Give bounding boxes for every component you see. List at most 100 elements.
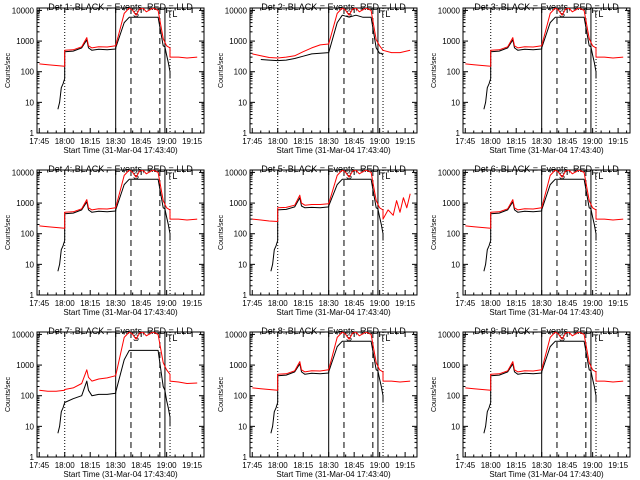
events-series-line xyxy=(483,16,597,110)
chart-panel: Det 3: BLACK = Events, RED = LLD 1 10 100 10… xyxy=(431,2,631,155)
y-tick-label: 10 xyxy=(238,260,247,269)
chart-title: Det 6: BLACK = Events, RED = LLD xyxy=(474,164,619,174)
x-tick-label: 19:00 xyxy=(583,461,604,470)
y-tick-label: 10 xyxy=(238,422,247,431)
y-axis-label: Counts/sec xyxy=(218,376,225,412)
y-axis-label: Counts/sec xyxy=(431,214,438,250)
series-group xyxy=(465,332,624,434)
x-tick-label: 18:00 xyxy=(268,299,289,308)
series-group xyxy=(465,8,624,110)
y-tick-label: 10000 xyxy=(438,168,461,177)
events-series-line xyxy=(57,178,171,272)
y-tick-label: 10 xyxy=(238,98,247,107)
y-tick-label: 10 xyxy=(25,98,34,107)
x-tick-label: 18:15 xyxy=(506,299,527,308)
y-tick-label: 10000 xyxy=(225,330,248,339)
plot-frame xyxy=(36,169,205,296)
x-tick-label: 19:00 xyxy=(370,299,391,308)
x-tick-label: 18:45 xyxy=(131,461,152,470)
marker-label: TL xyxy=(167,171,178,181)
y-tick-label: 100 xyxy=(21,68,35,77)
x-tick-label: 17:45 xyxy=(455,299,476,308)
x-axis-label: Start Time (31-Mar-04 17:43:40) xyxy=(489,146,604,155)
marker-label: S xyxy=(559,171,565,181)
x-tick-label: 17:45 xyxy=(455,461,476,470)
y-tick-label: 100 xyxy=(447,392,461,401)
x-tick-label: 19:15 xyxy=(608,299,629,308)
y-tick-label: 10000 xyxy=(438,330,461,339)
x-tick-label: 18:00 xyxy=(481,299,502,308)
x-axis-label: Start Time (31-Mar-04 17:43:40) xyxy=(489,308,604,317)
x-tick-label: 18:45 xyxy=(344,137,365,146)
marker-label: TL xyxy=(380,9,391,19)
chart-title: Det 7: BLACK = Events, RED = LLD xyxy=(48,326,193,336)
y-tick-label: 1000 xyxy=(229,37,247,46)
plot-frame xyxy=(249,7,418,134)
y-tick-label: 10000 xyxy=(225,168,248,177)
plot-frame xyxy=(462,7,631,134)
marker-label: TL xyxy=(167,9,178,19)
x-tick-label: 19:15 xyxy=(395,137,416,146)
x-tick-label: 19:15 xyxy=(182,299,203,308)
series-group xyxy=(252,8,411,62)
chart-panel: Det 4: BLACK = Events, RED = LLD 1 10 100 10… xyxy=(5,164,205,317)
x-axis-label: Start Time (31-Mar-04 17:43:40) xyxy=(63,146,178,155)
chart-title: Det 3: BLACK = Events, RED = LLD xyxy=(474,2,619,12)
y-tick-label: 1 xyxy=(243,453,248,462)
x-tick-label: 18:15 xyxy=(506,461,527,470)
x-axis-label: Start Time (31-Mar-04 17:43:40) xyxy=(276,470,391,479)
y-tick-label: 1 xyxy=(243,129,248,138)
x-tick-label: 17:45 xyxy=(242,299,263,308)
plot-frame xyxy=(462,331,631,458)
y-tick-label: 1000 xyxy=(229,199,247,208)
plot-frame xyxy=(36,331,205,458)
x-tick-label: 18:00 xyxy=(268,461,289,470)
x-tick-label: 18:45 xyxy=(557,461,578,470)
x-tick-label: 17:45 xyxy=(455,137,476,146)
events-series-line xyxy=(270,178,384,272)
y-tick-label: 10000 xyxy=(225,6,248,15)
x-tick-label: 19:15 xyxy=(608,461,629,470)
x-tick-label: 19:00 xyxy=(583,299,604,308)
x-tick-label: 19:15 xyxy=(182,461,203,470)
y-axis-label: Counts/sec xyxy=(431,376,438,412)
y-tick-label: 1000 xyxy=(442,199,460,208)
marker-label: TL xyxy=(593,333,604,343)
lld-series-line xyxy=(252,8,411,59)
series-group xyxy=(252,170,411,272)
x-tick-label: 19:15 xyxy=(608,137,629,146)
x-tick-label: 18:15 xyxy=(293,299,314,308)
marker-label: S xyxy=(346,171,352,181)
y-axis-label: Counts/sec xyxy=(5,52,12,88)
y-axis-label: Counts/sec xyxy=(218,214,225,250)
plot-frame xyxy=(36,7,205,134)
y-tick-label: 1000 xyxy=(16,199,34,208)
chart-panel: Det 7: BLACK = Events, RED = LLD 1 10 100 10… xyxy=(5,326,205,479)
lld-series-line xyxy=(465,8,624,67)
y-tick-label: 100 xyxy=(21,230,35,239)
plot-frame xyxy=(249,169,418,296)
lld-series-line xyxy=(465,170,624,229)
x-tick-label: 18:15 xyxy=(293,461,314,470)
y-tick-label: 1 xyxy=(243,291,248,300)
x-tick-label: 18:30 xyxy=(106,461,127,470)
x-tick-label: 19:00 xyxy=(157,137,178,146)
events-series-line xyxy=(270,340,384,434)
events-series-line xyxy=(483,340,597,434)
y-tick-label: 1 xyxy=(30,453,35,462)
x-tick-label: 18:00 xyxy=(481,461,502,470)
series-group xyxy=(252,332,411,434)
chart-title: Det 4: BLACK = Events, RED = LLD xyxy=(48,164,193,174)
series-group xyxy=(465,170,624,272)
y-tick-label: 1 xyxy=(30,291,35,300)
marker-label: TL xyxy=(380,171,391,181)
y-tick-label: 10000 xyxy=(12,168,35,177)
y-axis-label: Counts/sec xyxy=(218,52,225,88)
y-tick-label: 1000 xyxy=(442,361,460,370)
y-tick-label: 100 xyxy=(447,68,461,77)
chart-title: Det 5: BLACK = Events, RED = LLD xyxy=(261,164,406,174)
events-series-line xyxy=(260,14,384,62)
y-tick-label: 1000 xyxy=(16,361,34,370)
events-series-line xyxy=(483,178,597,272)
